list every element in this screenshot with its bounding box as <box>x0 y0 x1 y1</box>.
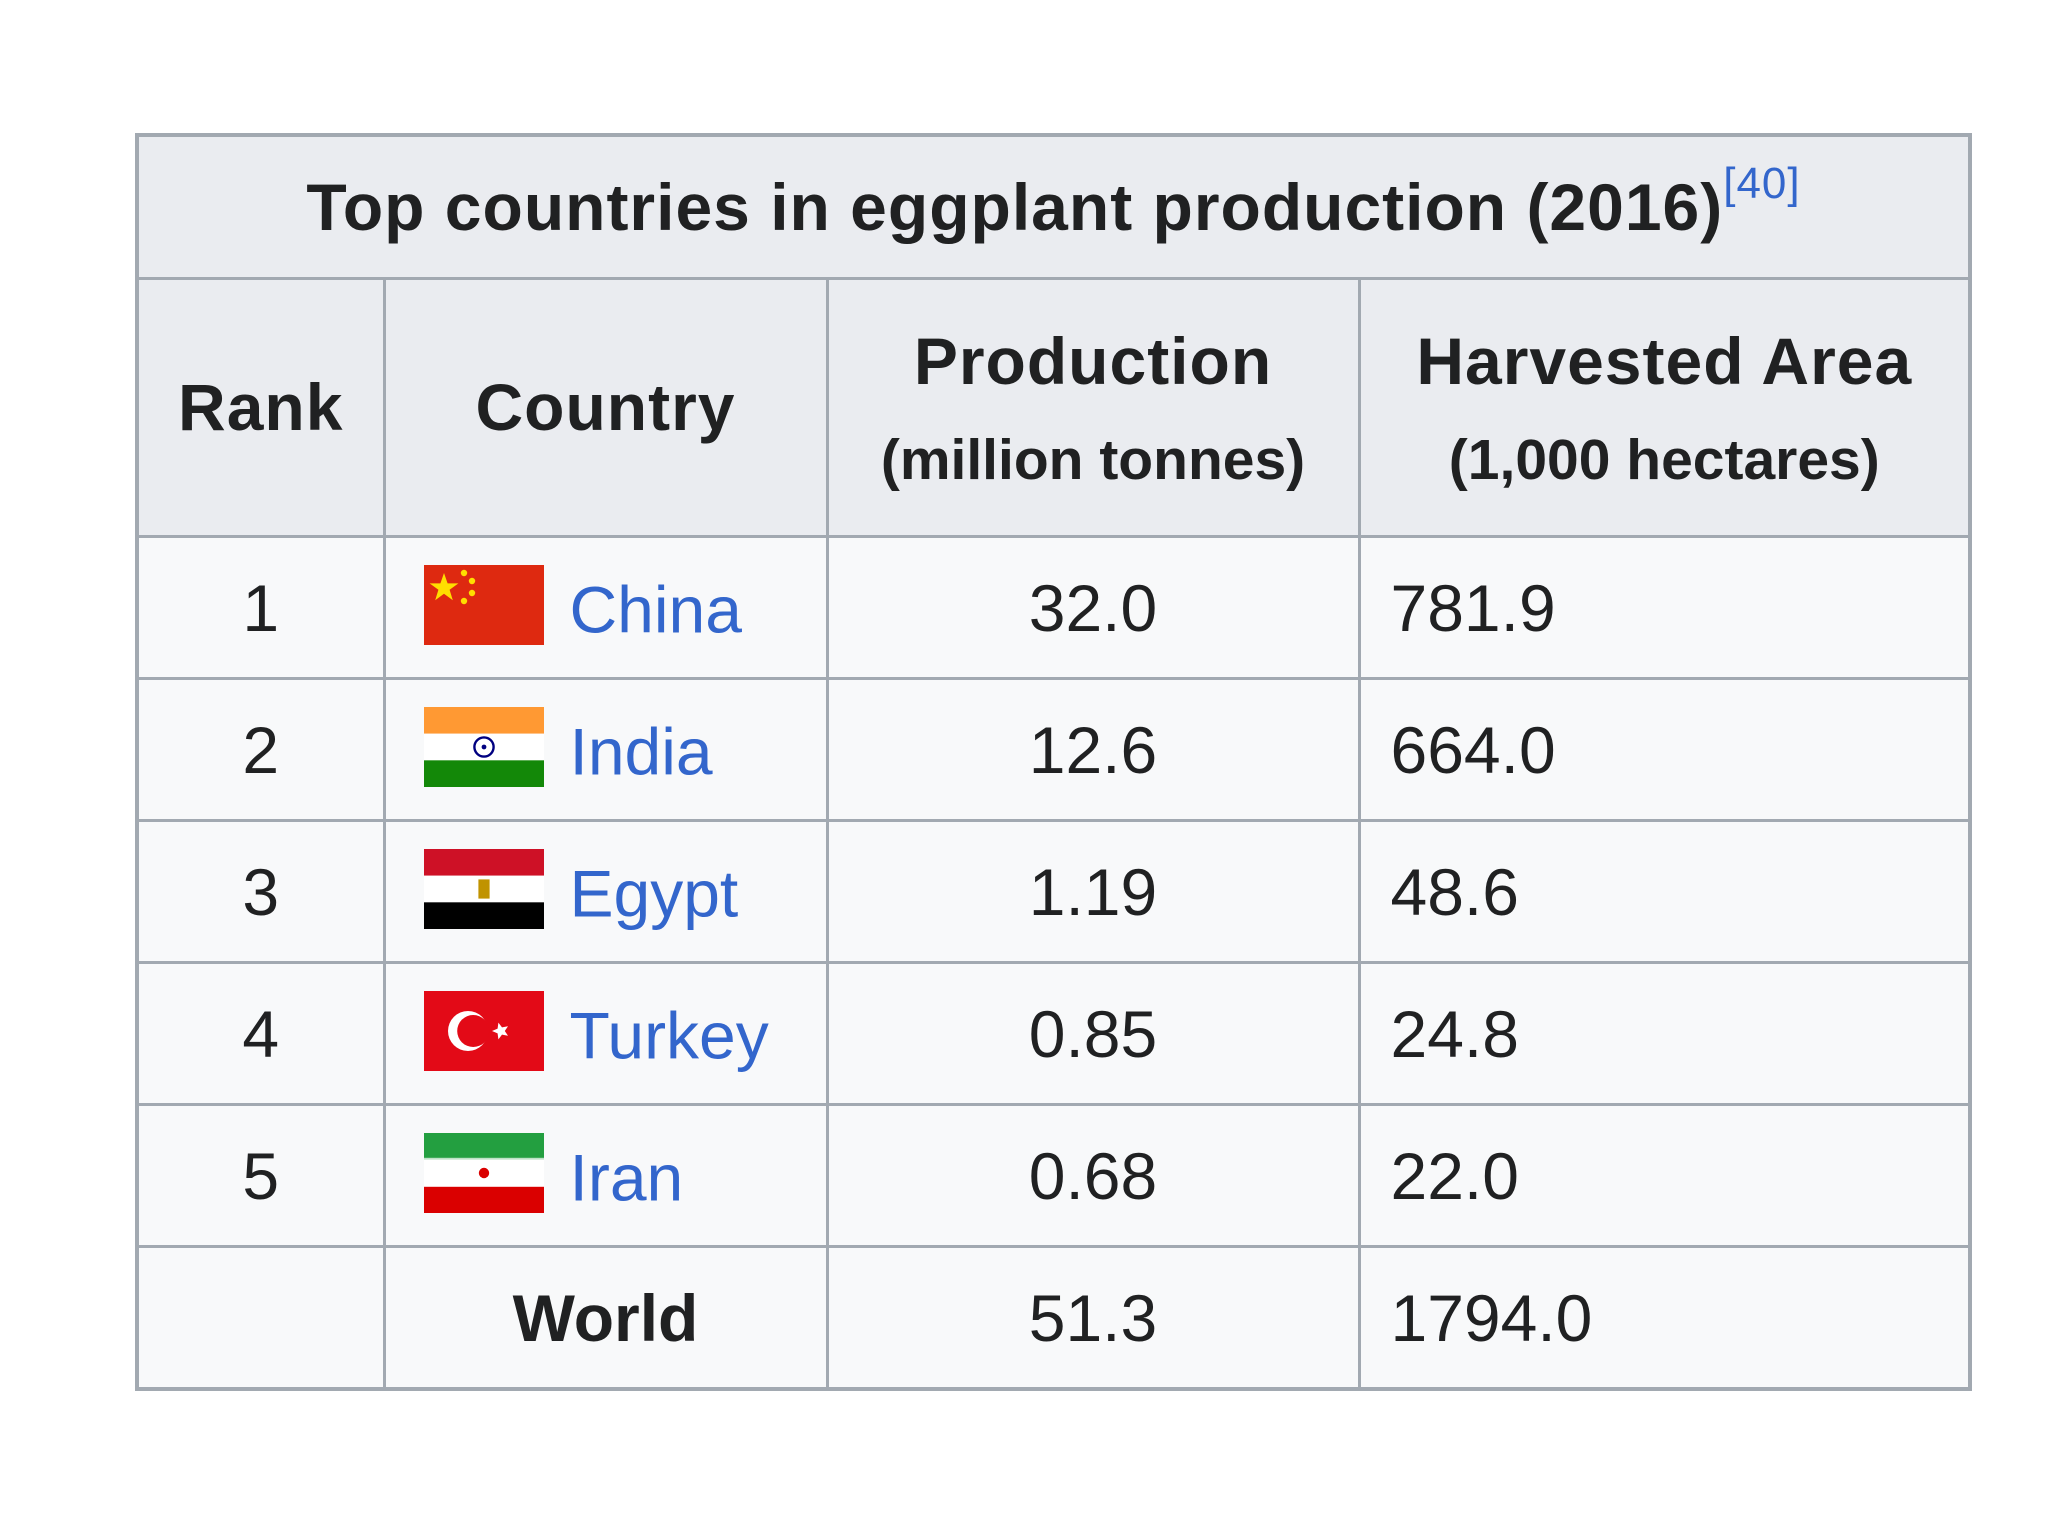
world-label: World <box>382 1245 829 1391</box>
country-cell: China <box>382 535 829 680</box>
area-cell: 24.8 <box>1357 961 1972 1106</box>
country-link-india[interactable]: India <box>569 714 713 789</box>
header-area-unit: (1,000 hectares) <box>1448 427 1880 492</box>
rank-cell: 5 <box>135 1103 386 1248</box>
area-cell: 781.9 <box>1357 535 1972 680</box>
header-production: Production (million tonnes) <box>825 277 1361 538</box>
header-country: Country <box>382 277 829 538</box>
area-cell: 48.6 <box>1357 819 1972 964</box>
area-cell: 664.0 <box>1357 677 1972 822</box>
header-area: Harvested Area (1,000 hectares) <box>1357 277 1972 538</box>
production-cell: 1.19 <box>825 819 1361 964</box>
rank-cell: 2 <box>135 677 386 822</box>
header-area-label: Harvested Area <box>1416 324 1913 399</box>
country-cell: Iran <box>382 1103 829 1248</box>
production-cell: 51.3 <box>825 1245 1361 1391</box>
rank-cell-empty <box>135 1245 386 1391</box>
table-row: 5 Iran 0.68 22.0 <box>135 1103 1972 1248</box>
country-link-turkey[interactable]: Turkey <box>569 998 769 1073</box>
area-cell: 1794.0 <box>1357 1245 1972 1391</box>
table-row: 4 Turkey 0.85 24.8 <box>135 961 1972 1106</box>
production-cell: 0.85 <box>825 961 1361 1106</box>
china-flag-icon <box>423 565 544 646</box>
header-row: Rank Country Production (million tonnes)… <box>135 277 1972 538</box>
production-cell: 32.0 <box>825 535 1361 680</box>
rank-cell: 3 <box>135 819 386 964</box>
header-rank: Rank <box>135 277 386 538</box>
table-row: 3 Egypt 1.19 48.6 <box>135 819 1972 964</box>
header-production-unit: (million tonnes) <box>880 427 1306 492</box>
production-cell: 0.68 <box>825 1103 1361 1248</box>
table-title-row: Top countries in eggplant production (20… <box>135 133 1972 280</box>
header-production-label: Production <box>913 324 1273 399</box>
turkey-flag-icon <box>423 991 544 1072</box>
country-link-china[interactable]: China <box>569 572 742 647</box>
table-row: 1 China 32.0 781.9 <box>135 535 1972 680</box>
rank-cell: 4 <box>135 961 386 1106</box>
table-row-total: World 51.3 1794.0 <box>135 1245 1972 1391</box>
iran-flag-icon <box>423 1133 544 1214</box>
table-row: 2 India 12.6 664.0 <box>135 677 1972 822</box>
reference-link[interactable]: [40] <box>1723 159 1801 208</box>
india-flag-icon <box>423 707 544 788</box>
country-cell: Turkey <box>382 961 829 1106</box>
egypt-flag-icon <box>423 849 544 930</box>
country-link-iran[interactable]: Iran <box>569 1140 684 1215</box>
table-title-text: Top countries in eggplant production (20… <box>306 170 1724 244</box>
area-cell: 22.0 <box>1357 1103 1972 1248</box>
country-cell: India <box>382 677 829 822</box>
eggplant-production-table: Top countries in eggplant production (20… <box>135 133 1973 1391</box>
country-cell: Egypt <box>382 819 829 964</box>
country-link-egypt[interactable]: Egypt <box>569 856 739 931</box>
table-title: Top countries in eggplant production (20… <box>135 133 1972 280</box>
production-cell: 12.6 <box>825 677 1361 822</box>
rank-cell: 1 <box>135 535 386 680</box>
